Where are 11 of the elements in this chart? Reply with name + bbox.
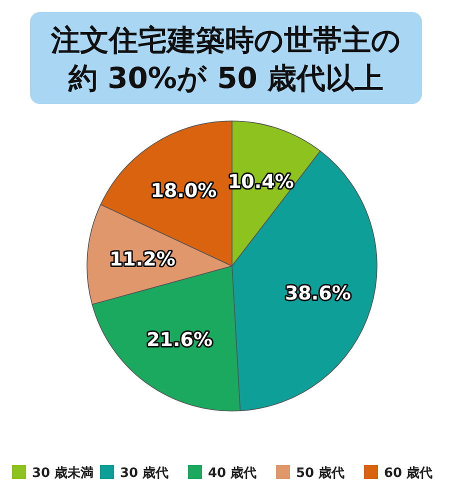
data-label: 10.4% <box>228 170 294 193</box>
data-label: 21.6% <box>146 328 212 351</box>
data-label: 38.6% <box>284 282 351 304</box>
legend-label: 30 歳未満 <box>32 466 94 481</box>
data-label: 18.0% <box>150 180 217 202</box>
legend-label: 60 歳代 <box>384 466 433 481</box>
data-label: 11.2% <box>109 248 176 270</box>
chart-title: 注文住宅建築時の世帯主の約 30%が 50 歳代以上 <box>50 23 401 95</box>
legend-label: 50 歳代 <box>296 466 345 481</box>
legend-label: 30 歳代 <box>120 466 169 481</box>
legend-label: 40 歳代 <box>208 466 257 481</box>
